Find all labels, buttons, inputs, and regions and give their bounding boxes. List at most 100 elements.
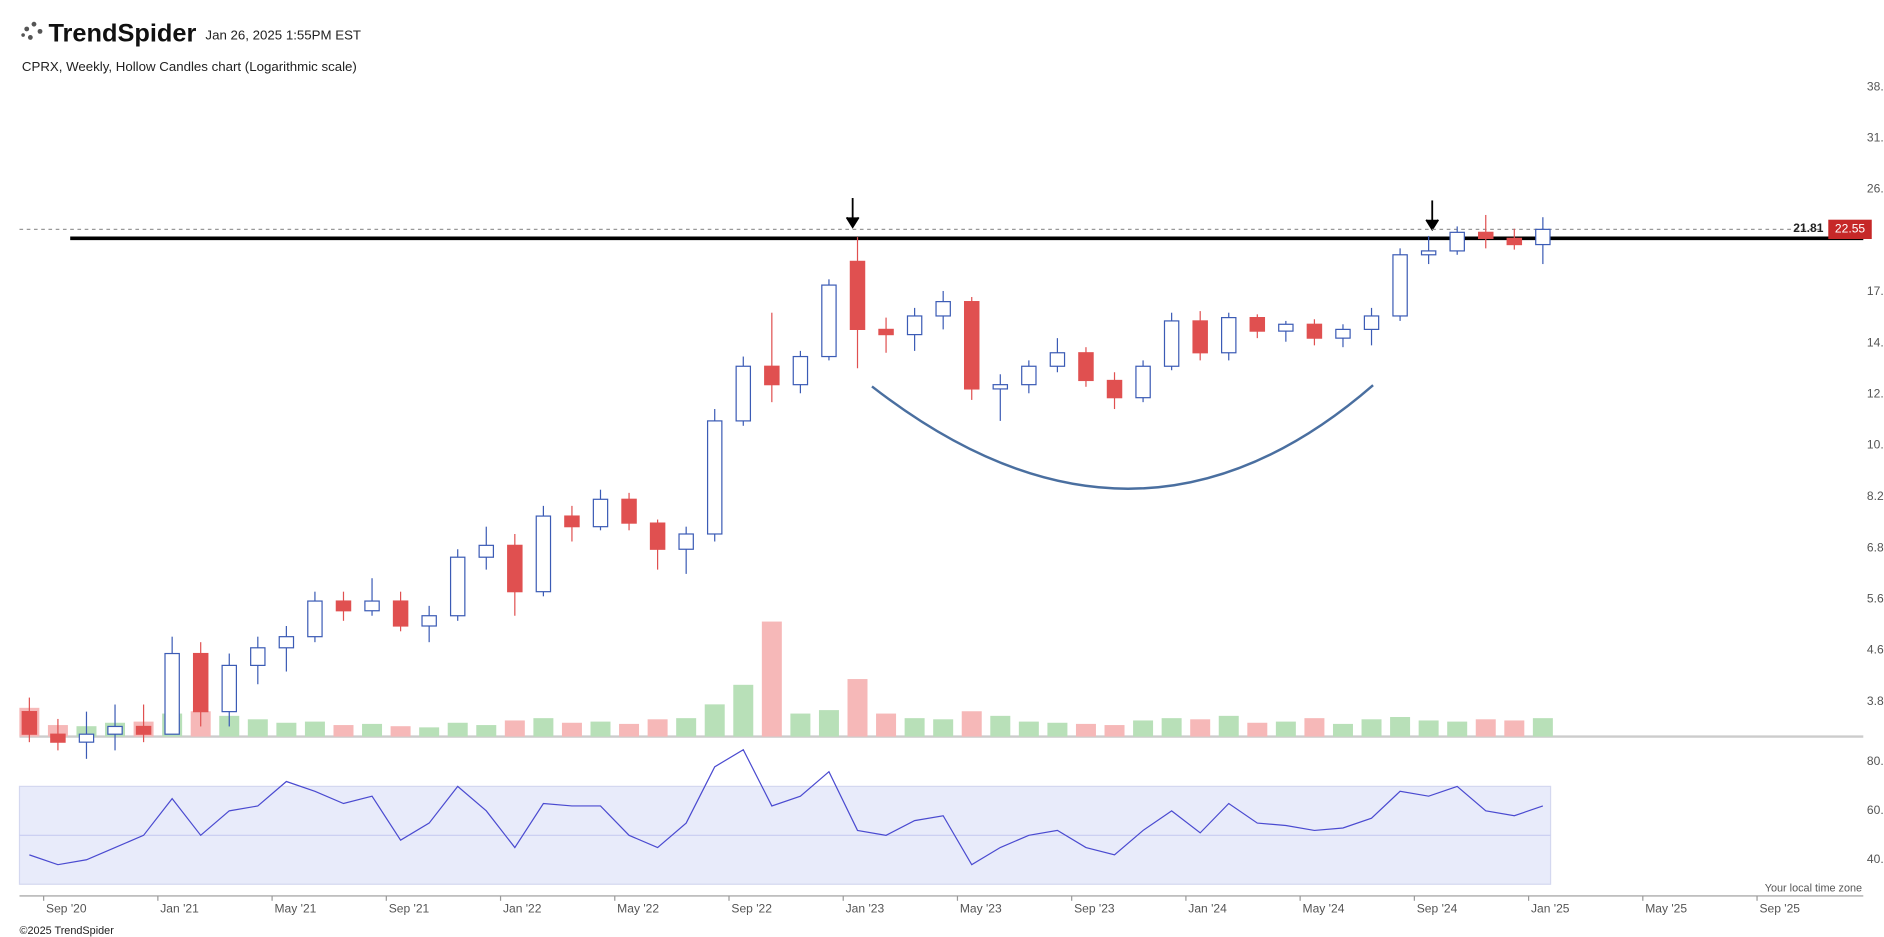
x-tick-label: Jan '21 [160, 901, 199, 915]
volume-bar [733, 684, 754, 737]
candle-body [821, 284, 837, 358]
candle-body [250, 647, 266, 667]
volume-bar [1161, 718, 1182, 737]
candle-body [1135, 365, 1151, 399]
volume-bar [704, 704, 725, 737]
volume-bar [904, 718, 925, 737]
price-badge-label: 22.55 [1835, 222, 1865, 236]
candle-body [735, 365, 752, 422]
volume-bar [561, 722, 582, 737]
volume-bar [847, 679, 868, 737]
candle-body [764, 365, 780, 386]
candle-body [107, 725, 123, 735]
candle-body [1192, 320, 1208, 354]
volume-bar [761, 621, 782, 737]
volume-bar [390, 726, 411, 737]
candle-body [507, 544, 523, 593]
candle-body [135, 725, 152, 735]
brand: TrendSpider [48, 20, 196, 48]
x-tick-label: Sep '24 [1417, 901, 1458, 915]
volume-bar [1418, 720, 1439, 737]
volume-bar [876, 713, 897, 737]
x-tick-label: Sep '22 [731, 901, 772, 915]
candle-body [478, 544, 495, 558]
volume-bar [1018, 721, 1039, 737]
candle-body [878, 328, 894, 336]
y-tick-label: 5.64 [1867, 591, 1884, 605]
resistance-label: 21.81 [1793, 221, 1823, 235]
timezone-note: Your local time zone [1765, 883, 1862, 895]
candle-body [621, 498, 637, 524]
candle-body [592, 498, 609, 528]
candle-body [1306, 323, 1323, 339]
volume-bar [1504, 720, 1525, 737]
candle-body [335, 600, 352, 612]
rsi-line [29, 748, 1544, 866]
volume-bar [1332, 723, 1353, 737]
x-tick-label: May '23 [960, 901, 1002, 915]
x-tick-label: May '21 [275, 901, 317, 915]
candle-body [649, 522, 666, 550]
candle-body [21, 711, 38, 735]
volume-bar [362, 723, 383, 737]
y-tick-label: 14.72 [1867, 335, 1884, 349]
candle-body [1506, 237, 1523, 246]
volume-bar [1390, 717, 1411, 737]
candle-body [678, 533, 694, 550]
candle-body [935, 301, 951, 317]
y-tick-label: 3.84 [1867, 694, 1884, 708]
volume-bar [1475, 719, 1496, 737]
candle-body [1363, 315, 1380, 330]
candle-body [1278, 323, 1294, 332]
volume-bar [619, 723, 640, 737]
candle-body [564, 515, 580, 528]
volume-bar [1275, 721, 1296, 737]
x-tick-label: Jan '25 [1531, 901, 1570, 915]
logo-icon [21, 21, 43, 40]
volume-bar [419, 727, 440, 737]
candle-body [1249, 317, 1266, 332]
volume-bar [504, 720, 525, 737]
volume-bar [1247, 722, 1268, 737]
candle-body [421, 615, 437, 627]
candle-body [1049, 352, 1066, 367]
candle-body [1420, 250, 1437, 256]
candle-body [1392, 254, 1408, 317]
x-tick-label: Sep '20 [46, 901, 87, 915]
volume-bar [533, 718, 554, 737]
x-tick-label: Jan '22 [503, 901, 542, 915]
x-tick-label: May '24 [1303, 901, 1345, 915]
candle-body [392, 600, 409, 627]
candle-body [906, 315, 923, 336]
candle-body [164, 652, 180, 735]
volume-bar [647, 719, 668, 737]
volume-bar [447, 722, 468, 737]
volume-bar [1047, 722, 1068, 737]
cup-curve [871, 384, 1374, 490]
volume-bar [1447, 721, 1468, 737]
y-tick-label: 17.83 [1867, 284, 1884, 298]
candle-body [1078, 352, 1094, 382]
volume-bar [676, 718, 697, 737]
x-tick-label: May '25 [1645, 901, 1687, 915]
volume-bar [990, 715, 1011, 737]
candle-body [449, 556, 466, 617]
volume-bar [1104, 725, 1125, 737]
y-tick-label: 6.83 [1867, 540, 1884, 554]
volume-bar [961, 711, 982, 737]
candle-body [221, 664, 238, 713]
candle-body [849, 260, 866, 330]
volume-bar [333, 725, 354, 737]
price-badge [1828, 219, 1872, 240]
copyright: ©2025 TrendSpider [19, 925, 114, 937]
volume-bar [1190, 719, 1211, 737]
candle-body [364, 600, 380, 612]
candle-body [1335, 328, 1351, 339]
volume-bar [1075, 723, 1096, 737]
candle-body [706, 420, 723, 535]
candle-body [963, 301, 980, 390]
chart-title: CPRX, Weekly, Hollow Candles chart (Loga… [22, 59, 357, 74]
rsi-tick-label: 40.00 [1867, 852, 1884, 866]
volume-bar [304, 721, 325, 737]
